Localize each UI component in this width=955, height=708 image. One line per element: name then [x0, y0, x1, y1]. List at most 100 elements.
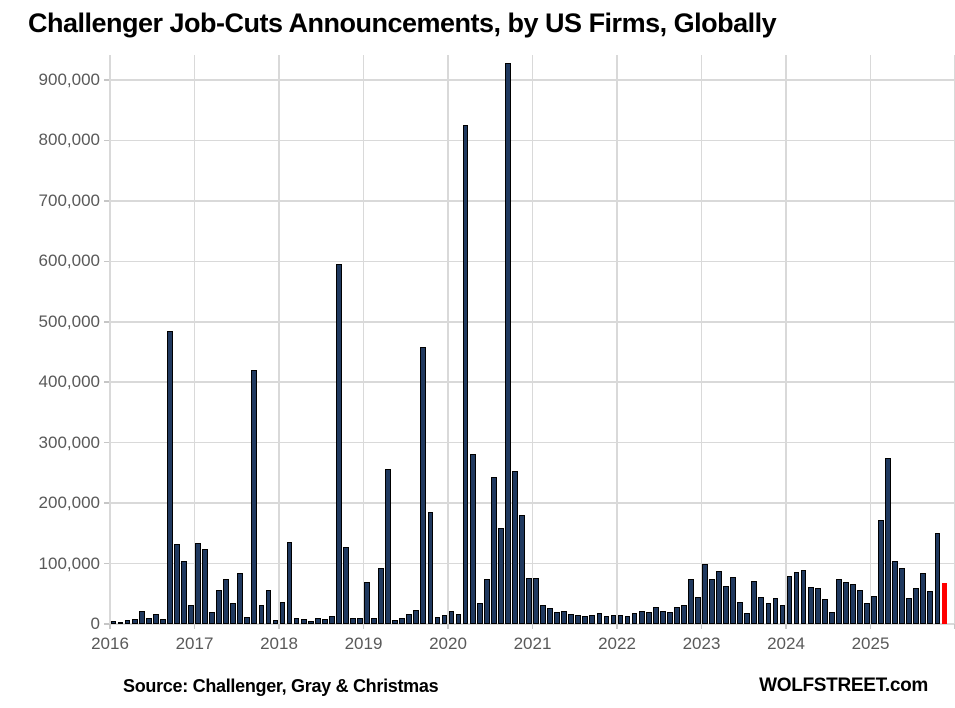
bar — [603, 616, 610, 624]
bar — [751, 581, 758, 624]
y-axis-tick — [104, 381, 110, 383]
x-axis-tick — [109, 624, 111, 629]
x-axis-tick — [362, 624, 365, 629]
bar — [857, 590, 863, 624]
bar — [659, 610, 666, 624]
bar — [434, 616, 441, 624]
bar — [666, 611, 673, 624]
year-gridline — [700, 55, 703, 624]
x-axis-year-label: 2018 — [260, 634, 298, 653]
bar — [765, 603, 772, 624]
y-axis-tick-label: 500,000 — [38, 311, 100, 331]
bar — [561, 610, 568, 624]
bar — [483, 579, 490, 624]
x-axis-tick — [785, 624, 787, 629]
bar — [575, 614, 582, 624]
bar — [328, 616, 335, 624]
bar — [878, 520, 884, 624]
x-axis-tick — [700, 624, 703, 629]
bar — [786, 576, 793, 624]
bar — [582, 616, 589, 624]
bar — [223, 579, 230, 624]
bar — [413, 610, 420, 624]
source-credit: Source: Challenger, Gray & Christmas — [123, 676, 439, 696]
bar — [892, 561, 899, 624]
bar — [307, 620, 314, 624]
x-axis-tick — [531, 624, 534, 629]
x-axis-year-label: 2020 — [429, 634, 467, 653]
bar — [420, 347, 427, 624]
year-gridline — [362, 55, 365, 624]
bar — [237, 573, 244, 624]
bar — [737, 601, 744, 624]
bar — [828, 611, 835, 624]
x-axis-tick — [278, 624, 280, 629]
bar — [504, 63, 511, 624]
bar — [117, 621, 124, 624]
y-axis-tick — [104, 623, 110, 625]
bar — [913, 588, 920, 624]
y-axis-tick-label: 400,000 — [38, 372, 100, 392]
bar — [138, 611, 145, 624]
bar — [758, 596, 765, 624]
bar — [497, 528, 504, 624]
bar — [864, 603, 870, 624]
bar — [512, 471, 518, 624]
bar — [695, 596, 701, 624]
bar — [174, 544, 180, 624]
bar — [258, 605, 265, 624]
bar — [399, 617, 406, 624]
bar — [209, 611, 215, 624]
bar — [427, 511, 434, 624]
bar — [793, 572, 800, 624]
y-axis-tick — [104, 79, 110, 81]
bar — [216, 590, 223, 624]
bar — [300, 619, 307, 624]
x-axis-year-label: 2025 — [851, 634, 890, 653]
year-gridline — [109, 55, 111, 624]
bar — [350, 617, 356, 624]
bar — [800, 570, 807, 624]
bar — [476, 603, 483, 624]
chart-title: Challenger Job-Cuts Announcements, by US… — [28, 8, 777, 38]
bar — [124, 619, 131, 624]
bar — [681, 604, 687, 624]
bar-latest-highlight — [941, 582, 948, 624]
y-axis-tick — [104, 200, 110, 202]
bar — [716, 570, 722, 624]
bar — [526, 578, 532, 624]
bar — [321, 619, 328, 624]
y-axis-tick — [104, 502, 110, 504]
bar — [131, 618, 138, 624]
bar — [490, 477, 497, 624]
bar — [364, 581, 370, 624]
y-axis-tick-label: 900,000 — [38, 70, 100, 89]
bar — [821, 598, 828, 624]
bar — [842, 581, 849, 624]
x-axis-year-label: 2016 — [91, 634, 129, 653]
bar — [709, 579, 715, 624]
x-axis-year-label: 2023 — [682, 634, 721, 653]
bar — [293, 617, 300, 624]
y-axis-tick-label: 700,000 — [38, 190, 100, 210]
x-axis-tick — [616, 624, 618, 629]
bar — [617, 614, 624, 624]
bar — [554, 611, 561, 624]
y-axis-tick — [104, 441, 110, 444]
bar — [166, 330, 173, 624]
y-axis-tick — [104, 321, 110, 323]
bar — [652, 607, 659, 624]
y-axis-tick-label: 300,000 — [38, 432, 100, 452]
y-axis-tick — [104, 139, 110, 142]
bar — [547, 607, 553, 624]
bar — [568, 614, 575, 624]
bar — [730, 577, 737, 624]
bar — [286, 541, 293, 624]
bar — [744, 612, 751, 624]
bar — [159, 618, 166, 624]
x-axis-year-label: 2022 — [598, 634, 636, 653]
y-axis-tick-label: 100,000 — [38, 553, 100, 573]
bar — [772, 598, 779, 624]
bar — [371, 617, 377, 624]
